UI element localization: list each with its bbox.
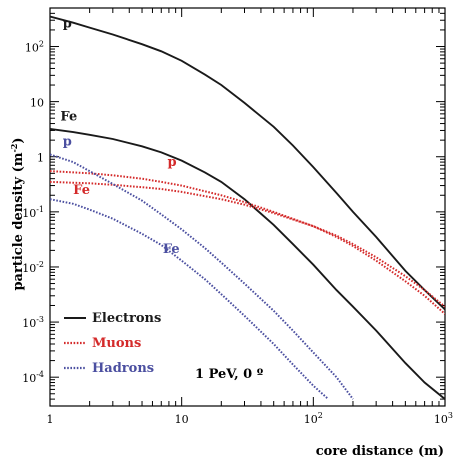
y-tick-label: 10-3: [22, 315, 44, 330]
axis-ticks: [49, 7, 445, 407]
legend-label: Muons: [92, 336, 141, 351]
y-tick-label-exp: -3: [36, 315, 44, 324]
y-tick-label: 1: [37, 152, 44, 165]
plot-frame: [49, 7, 446, 407]
y-axis-title-main: particle density (m: [11, 152, 26, 290]
hadrons-p-label: p: [63, 134, 72, 149]
annotation: 1 PeV, 0 º: [195, 367, 264, 382]
y-axis-title-close: ): [11, 137, 26, 143]
y-tick-label: 10: [30, 97, 44, 110]
y-tick-label-exp: -1: [36, 205, 44, 214]
legend-label: Hadrons: [92, 361, 154, 376]
curve-labels: p Fe p Fe p Fe: [60, 17, 179, 257]
hadrons-p-curve: [50, 153, 354, 400]
y-tick-label: 10-1: [22, 205, 44, 220]
hadrons-fe-curve: [50, 198, 329, 400]
y-tick-label-exp: 2: [39, 40, 44, 49]
curves: [50, 15, 445, 400]
y-axis-title-sup: -2: [9, 144, 19, 153]
x-tick-label: 1: [47, 413, 54, 426]
muons-fe-curve: [50, 180, 445, 308]
x-tick-label-base: 10: [304, 413, 318, 426]
x-tick-label: 102: [304, 411, 323, 426]
y-tick-label: 102: [25, 40, 44, 55]
x-tick-label-exp: 2: [318, 411, 323, 420]
y-tick-label-base: 10: [22, 207, 36, 220]
muons-p-curve: [50, 170, 445, 315]
y-tick-label-base: 10: [22, 317, 36, 330]
legend-label: Electrons: [92, 311, 161, 326]
x-tick-label-exp: 3: [448, 411, 453, 420]
y-tick-label-base: 1: [37, 152, 44, 165]
y-tick-label: 10-4: [22, 370, 44, 385]
x-tick-label-base: 10: [434, 413, 448, 426]
y-tick-label-base: 10: [22, 372, 36, 385]
y-axis-title: particle density (m-2): [9, 137, 26, 290]
electrons-p-label: p: [63, 17, 72, 32]
muons-p-label: p: [167, 155, 176, 170]
electrons-p-curve: [50, 15, 445, 311]
x-tick-label: 103: [434, 411, 453, 426]
y-tick-label: 10-2: [22, 260, 44, 275]
electrons-fe-label: Fe: [60, 110, 77, 125]
x-tick-label: 10: [175, 413, 189, 426]
y-tick-label-exp: -2: [36, 260, 44, 269]
y-tick-label-base: 10: [22, 262, 36, 275]
x-tick-label-base: 1: [47, 413, 54, 426]
legend: Electrons Muons Hadrons: [64, 311, 161, 376]
x-tick-label-base: 10: [175, 413, 189, 426]
y-tick-label-base: 10: [25, 42, 39, 55]
y-tick-label-base: 10: [30, 97, 44, 110]
y-tick-label-exp: -4: [36, 370, 44, 379]
x-axis-title: core distance (m): [316, 444, 444, 459]
muons-fe-label: Fe: [73, 183, 90, 198]
electrons-fe-curve: [50, 127, 445, 400]
hadrons-fe-label: Fe: [163, 242, 180, 257]
